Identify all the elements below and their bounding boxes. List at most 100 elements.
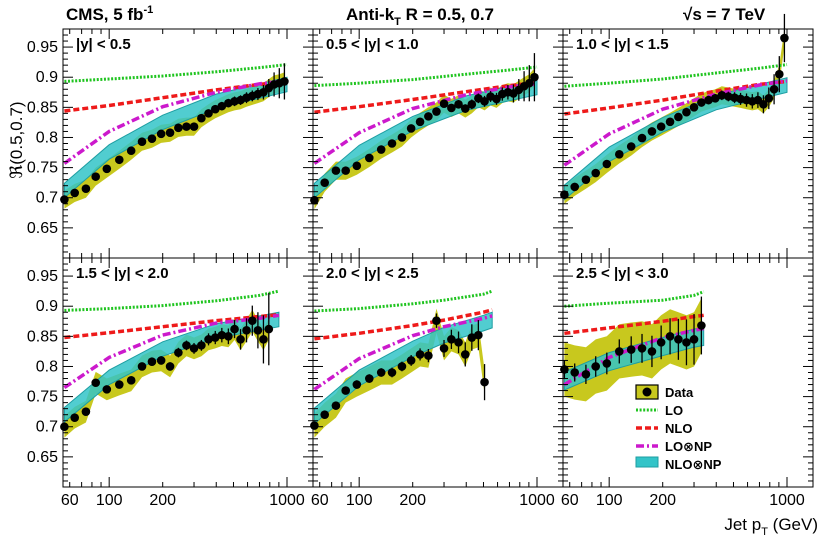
y-tick-label: 0.65 [27,449,58,466]
panel-3: 1.0 < |y| < 1.5 [560,13,814,259]
legend-data-label: Data [665,385,694,400]
lo-curve [564,63,788,88]
data-point [492,94,501,104]
data-point [602,359,612,368]
data-point [217,330,227,340]
data-point [210,104,220,114]
data-point [204,109,213,118]
data-point [137,362,147,371]
lonp-curve [313,82,538,165]
legend-nlo-label: NLO [665,421,692,436]
x-tick-label: 60 [311,492,329,509]
data-point [320,178,330,187]
legend-data-marker [642,387,652,397]
data-point [474,330,483,340]
data-point [454,100,463,109]
data-point [397,362,407,371]
data-point [174,348,183,357]
y-tick-label: 0.95 [27,39,58,56]
y-tick-labels: 0.65 0.7 0.75 0.8 0.85 0.9 0.95 0.65 0.7 0.75 0.8 0… [27,39,58,466]
data-point [387,139,397,148]
y-tick-label: 0.85 [27,99,58,116]
data-point [460,104,470,113]
data-point [447,103,456,113]
x-tick-label: 100 [596,492,623,509]
panel-label: 2.5 < |y| < 3.0 [576,265,669,282]
data-point [364,153,374,163]
energy-label: √s = 7 TeV [683,5,766,24]
data-point [665,332,675,341]
panel-label: 1.0 < |y| < 1.5 [576,36,669,53]
data-point [764,94,774,103]
data-point [656,338,666,347]
data-point [674,335,683,344]
legend-lo-label: LO [665,403,683,418]
data-point [174,123,183,133]
data-point [637,133,647,143]
data-point [341,386,351,395]
panel-frame [62,257,314,488]
data-point [406,356,416,365]
nlo-curve [314,308,493,341]
x-tick-label: 1000 [769,492,805,509]
y-tick-label: 0.75 [27,389,58,406]
x-axis-title: Jet pT (GeV) [724,515,818,536]
data-point [530,72,539,82]
data-point [560,365,569,374]
data-point [480,97,489,106]
data-point [280,77,289,86]
nlo-curve [564,79,788,116]
data-point [602,159,612,169]
panels-group: |y| < 0.5 0.5 < |y| < 1.0 1.0 < |y| < 1.5 1… [60,13,814,488]
experiment-label: CMS, 5 fb-1 [66,4,153,24]
data-point [91,378,101,388]
algorithm-label: Anti-kT R = 0.5, 0.7 [346,5,494,28]
data-point [647,127,657,136]
data-point [415,117,425,127]
x-tick-label: 60 [61,492,79,509]
data-point [81,407,91,416]
data-point [439,344,449,353]
data-point [775,69,784,79]
panel-frame [562,28,814,259]
data-point [387,368,397,377]
data-point [310,421,319,430]
data-point [376,145,386,154]
data-point [674,112,683,122]
data-point [147,357,157,366]
data-point [331,166,341,175]
lonp-curve [63,313,280,390]
lo-curve [314,65,538,88]
nlo-curve [64,80,288,113]
data-point [647,347,657,356]
data-point [626,142,636,151]
data-point [320,410,330,419]
y-tick-label: 0.85 [27,328,58,345]
nlonp-band [563,77,788,201]
data-point [230,324,239,334]
data-point [460,350,470,359]
data-point [60,195,69,204]
lo-curve [314,289,493,313]
data-point [114,155,124,165]
x-tick-label: 60 [561,492,579,509]
panel-label: |y| < 0.5 [76,36,131,53]
panel-frame [312,28,564,259]
data-point [126,376,136,385]
x-tick-label: 1000 [269,492,305,509]
data-point [70,413,80,422]
data-point [331,401,341,410]
data-point [759,100,768,109]
data-point [197,113,206,123]
data-point [581,175,591,184]
x-tick-label: 100 [346,492,373,509]
data-point [248,316,257,325]
y-tick-label: 0.8 [36,129,58,146]
data-point [467,100,477,109]
data-point [406,124,416,133]
data-point [591,362,601,371]
data-point [259,335,268,344]
data-point [224,332,233,341]
panel-1: |y| < 0.5 [60,28,314,259]
data-point [182,122,191,131]
